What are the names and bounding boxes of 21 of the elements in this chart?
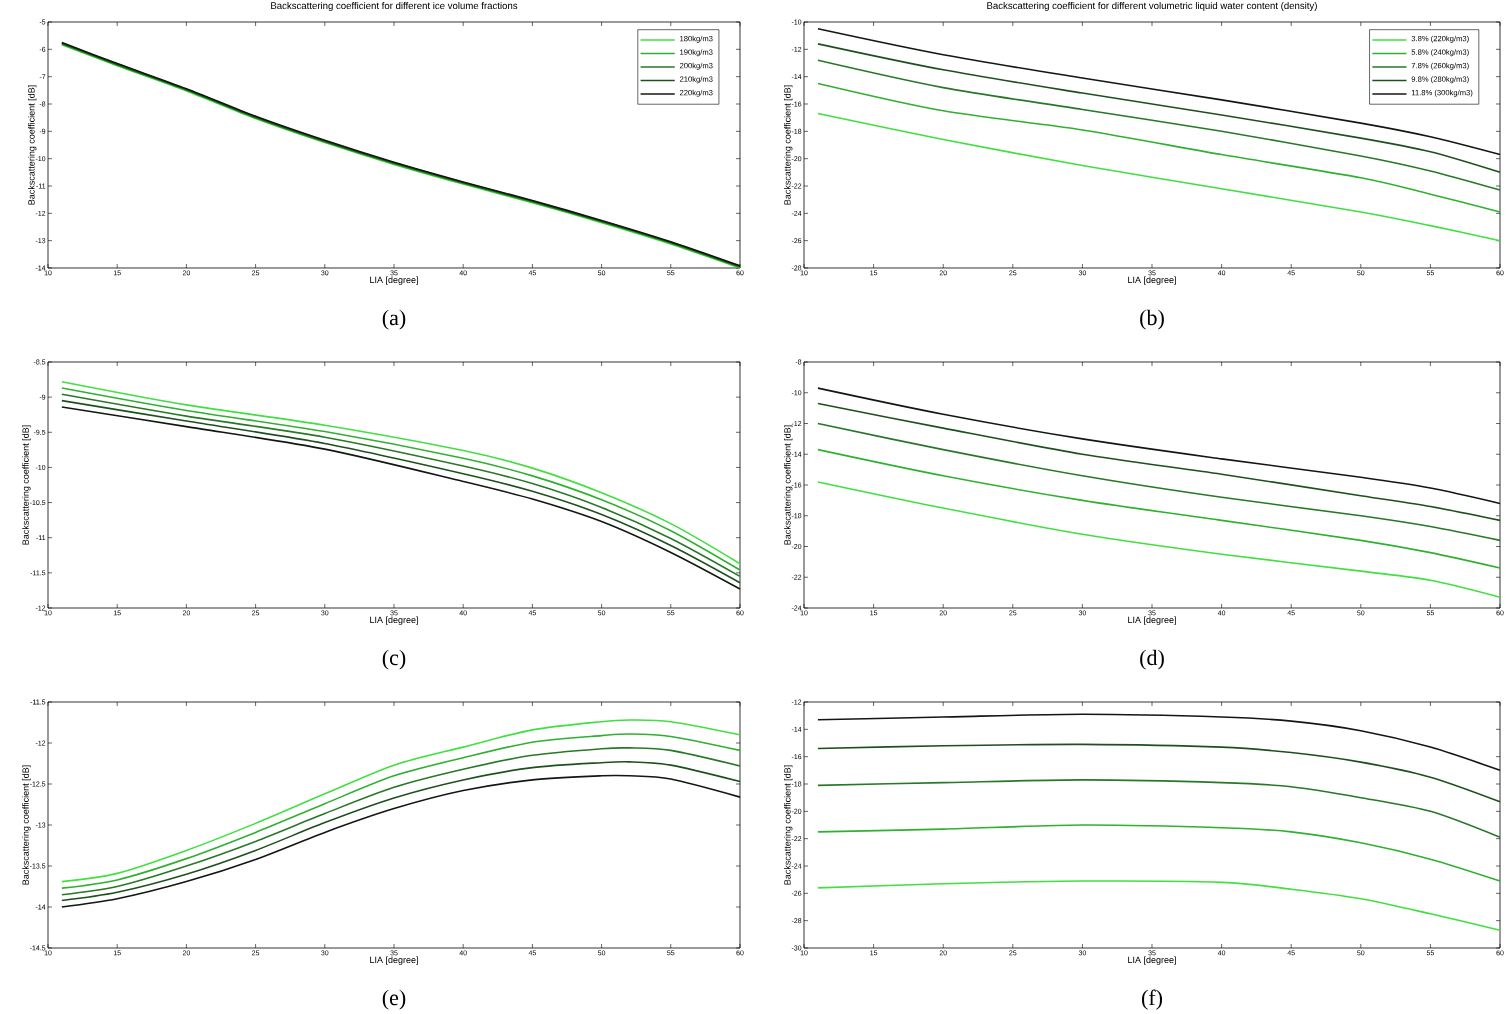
- line-series: [817, 481, 1501, 599]
- line-series: [817, 743, 1501, 803]
- line-series: [817, 82, 1501, 213]
- line-series: [817, 43, 1501, 174]
- line-series: [817, 112, 1501, 242]
- text: (b): [1140, 309, 1164, 330]
- text: (f): [1141, 989, 1163, 1010]
- line-series: [817, 779, 1501, 839]
- line-series: [817, 713, 1501, 772]
- text: (c): [382, 649, 406, 670]
- line-series: [817, 422, 1501, 542]
- line-series: [817, 28, 1501, 156]
- text: (d): [1140, 649, 1164, 670]
- text: (a): [382, 309, 406, 330]
- line-series: [817, 59, 1501, 191]
- line-series: [817, 448, 1501, 569]
- text: (e): [382, 989, 406, 1010]
- line-series: [817, 880, 1501, 932]
- line-series: [817, 824, 1501, 882]
- line-series: [817, 387, 1501, 505]
- line-series: [817, 402, 1501, 522]
